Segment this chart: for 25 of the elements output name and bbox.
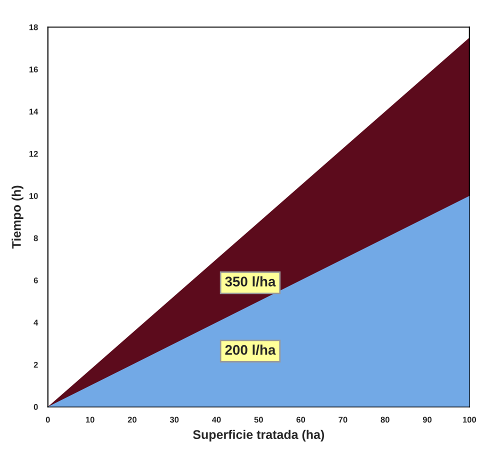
y-tick-label: 10 (29, 193, 38, 199)
y-tick-label: 6 (34, 277, 38, 284)
y-tick-label: 14 (29, 108, 38, 115)
x-tick-label: 30 (170, 416, 179, 423)
y-tick-label: 12 (29, 150, 38, 157)
series-label: 350 l/ha (225, 276, 276, 287)
series-label: 200 l/ha (225, 344, 276, 355)
x-tick-label: 10 (86, 416, 94, 423)
x-tick-label: 20 (128, 416, 136, 423)
y-tick-label: 0 (34, 404, 38, 410)
x-tick-label: 0 (46, 416, 50, 423)
y-axis-title: Tiempo (h) (12, 186, 24, 249)
y-tick-label: 2 (34, 362, 38, 368)
x-tick-label: 80 (380, 416, 390, 423)
x-tick-label: 50 (254, 416, 263, 423)
y-tick-label: 4 (34, 320, 38, 326)
x-axis-title: Superficie tratada (ha) (193, 430, 324, 442)
y-tick-label: 8 (34, 235, 38, 242)
x-tick-label: 70 (338, 416, 348, 423)
x-tick-label: 100 (462, 416, 476, 423)
y-tick-label: 16 (29, 66, 38, 72)
x-tick-label: 40 (212, 416, 221, 423)
x-tick-label: 60 (296, 416, 306, 423)
x-tick-label: 90 (422, 416, 432, 423)
y-tick-label: 18 (29, 24, 38, 30)
